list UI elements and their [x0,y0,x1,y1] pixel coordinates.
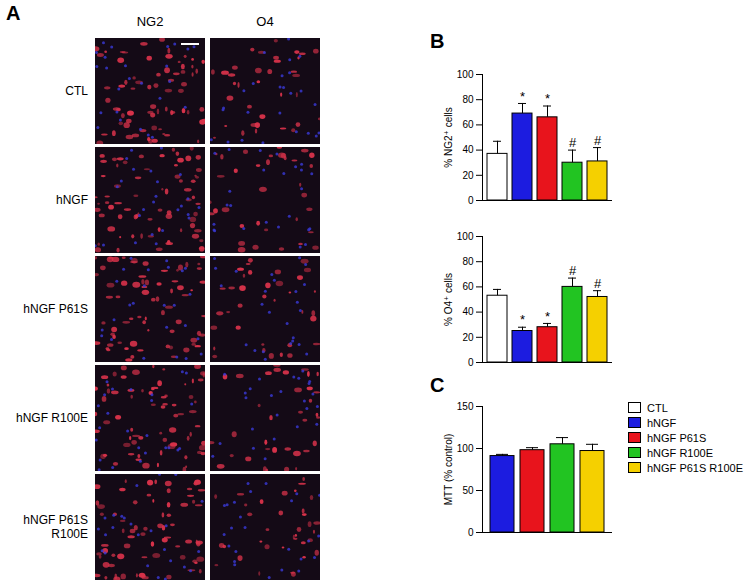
svg-text:100: 100 [457,443,474,454]
svg-text:40: 40 [462,144,474,155]
html-text:hNGF P61S R100E: hNGF P61S R100E [647,461,743,474]
svg-text:20: 20 [462,332,474,343]
svg-text:0: 0 [468,195,474,206]
html-text:CTL: CTL [647,401,668,414]
html-text:hNGF: hNGF [56,193,88,207]
svg-text:0: 0 [468,357,474,368]
html-text:hNGF P61S: hNGF P61S [647,431,707,444]
svg-text:60: 60 [462,119,474,130]
html-text:hNGF: hNGF [647,416,677,429]
svg-text:150: 150 [457,401,474,412]
html-text:C: C [430,374,445,396]
html-text:B: B [430,30,445,52]
svg-text:40: 40 [462,306,474,317]
svg-text:#: # [569,263,577,278]
svg-text:100: 100 [457,69,474,80]
html-text:NG2: NG2 [136,14,164,29]
svg-text:20: 20 [462,170,474,181]
svg-text:*: * [520,89,525,104]
html-text:hNGF P61S: hNGF P61S [23,302,88,316]
svg-text:80: 80 [462,256,474,267]
html-text:hNGF P61S R100E: hNGF P61S R100E [23,513,88,541]
html-text:CTL: CTL [65,84,88,98]
svg-text:#: # [594,276,602,291]
svg-text:*: * [520,312,525,327]
svg-text:% O4⁺ cells: % O4⁺ cells [443,273,454,326]
svg-text:MTT (% control): MTT (% control) [443,434,454,506]
svg-text:*: * [545,309,550,324]
svg-text:0: 0 [468,527,474,538]
html-text:hNGF R100E: hNGF R100E [16,411,88,425]
svg-text:#: # [569,135,577,150]
svg-text:80: 80 [462,94,474,105]
html-text:hNGF R100E: hNGF R100E [647,446,713,459]
svg-text:100: 100 [457,231,474,242]
svg-text:60: 60 [462,281,474,292]
svg-text:50: 50 [462,485,474,496]
svg-text:% NG2⁺ cells: % NG2⁺ cells [443,107,454,167]
html-text:O4: O4 [256,14,274,29]
svg-text:#: # [594,133,602,148]
html-text:A: A [6,2,21,24]
svg-text:*: * [545,91,550,106]
